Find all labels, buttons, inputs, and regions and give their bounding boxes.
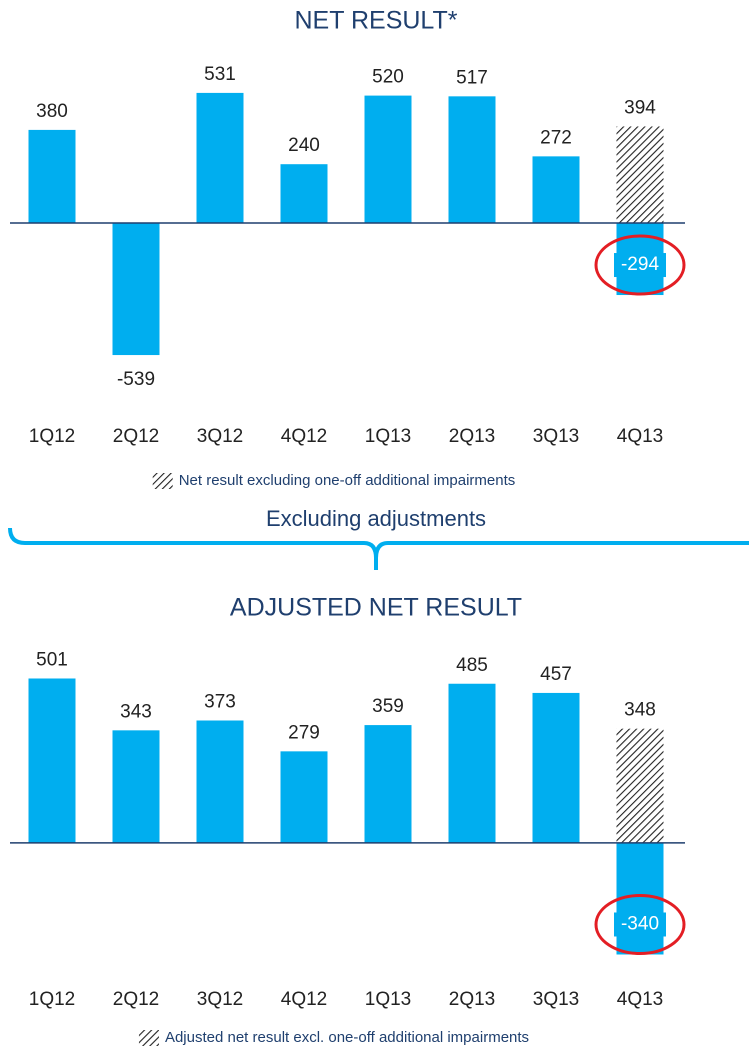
x-tick-label: 4Q13	[617, 989, 663, 1010]
x-tick-label: 3Q12	[197, 426, 243, 447]
highlight-circle	[594, 893, 686, 955]
bar	[280, 164, 328, 223]
value-label: 279	[288, 722, 320, 743]
chart-title: NET RESULT*	[294, 7, 457, 35]
chart-title: ADJUSTED NET RESULT	[230, 594, 522, 622]
value-label: 485	[456, 655, 488, 676]
bar	[28, 678, 76, 843]
value-label: -340	[621, 914, 659, 935]
value-label: 272	[540, 127, 572, 148]
value-label: 501	[36, 650, 68, 671]
x-tick-label: 2Q12	[113, 426, 159, 447]
divider-label: Excluding adjustments	[266, 506, 486, 531]
legend-label: Net result excluding one-off additional …	[179, 472, 516, 489]
divider-bracket	[8, 527, 749, 570]
x-tick-label: 2Q13	[449, 989, 495, 1010]
x-tick-label: 1Q12	[29, 426, 75, 447]
value-label-bg	[614, 912, 666, 937]
x-tick-label: 4Q12	[281, 426, 327, 447]
value-label: 348	[624, 700, 656, 721]
legend-label: Adjusted net result excl. one-off additi…	[165, 1029, 529, 1046]
x-tick-label: 4Q13	[617, 426, 663, 447]
value-label: 457	[540, 664, 572, 685]
x-tick-label: 1Q13	[365, 426, 411, 447]
bar	[532, 156, 580, 223]
bar	[112, 223, 160, 356]
bar	[448, 683, 496, 843]
hatched-bar	[616, 126, 664, 223]
x-tick-label: 1Q12	[29, 989, 75, 1010]
value-label: 520	[372, 67, 404, 88]
value-label: 394	[624, 97, 656, 118]
x-tick-label: 3Q13	[533, 426, 579, 447]
value-label: -294	[621, 254, 659, 275]
bar	[532, 692, 580, 843]
highlight-circle	[594, 234, 686, 296]
bar	[28, 129, 76, 223]
bar	[364, 725, 412, 843]
x-tick-label: 2Q12	[113, 989, 159, 1010]
value-label: 517	[456, 67, 488, 88]
x-tick-label: 4Q12	[281, 989, 327, 1010]
value-label: 343	[120, 701, 152, 722]
bar	[448, 96, 496, 223]
legend-swatch	[152, 473, 173, 489]
value-label: 373	[204, 692, 236, 713]
x-tick-label: 1Q13	[365, 989, 411, 1010]
x-tick-label: 2Q13	[449, 426, 495, 447]
value-label-bg	[614, 253, 666, 278]
value-label: 531	[204, 64, 236, 85]
value-label: 240	[288, 135, 320, 156]
legend-swatch	[138, 1030, 159, 1046]
bar	[196, 92, 244, 223]
hatched-bar	[616, 728, 664, 843]
x-tick-label: 3Q12	[197, 989, 243, 1010]
bar	[280, 751, 328, 843]
value-label: 380	[36, 101, 68, 122]
value-label: 359	[372, 696, 404, 717]
value-label: -539	[117, 369, 155, 390]
bar	[364, 95, 412, 223]
x-tick-label: 3Q13	[533, 989, 579, 1010]
bar	[196, 720, 244, 843]
bar	[112, 730, 160, 843]
